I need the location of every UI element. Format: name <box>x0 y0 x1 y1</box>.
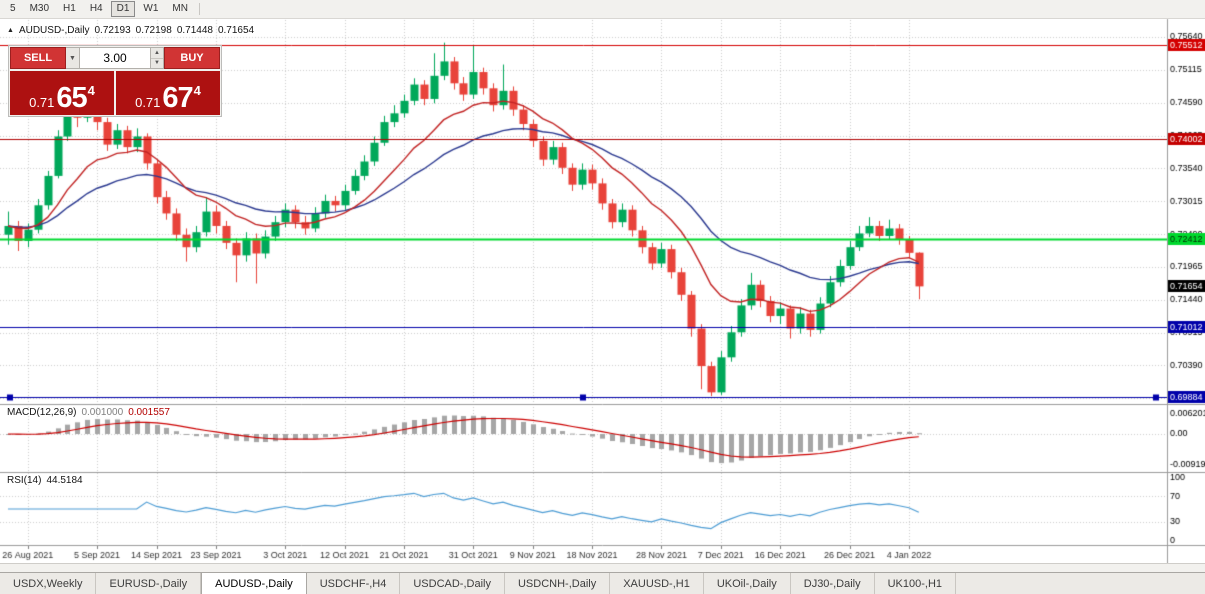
timeframe-h4-button[interactable]: H4 <box>84 1 109 17</box>
macd-indicator-label: MACD(12,26,9) 0.001000 0.001557 <box>7 407 170 418</box>
volume-input[interactable]: 3.00 <box>80 47 151 69</box>
chart-tab-bar: USDX,Weekly EURUSD-,Daily AUDUSD-,Daily … <box>0 572 1205 594</box>
rsi-name: RSI(14) <box>7 475 42 486</box>
macd-main-value: 0.001000 <box>81 407 124 418</box>
sell-button[interactable]: SELL <box>10 47 66 69</box>
tab-ukoil-daily[interactable]: UKOil-,Daily <box>704 573 791 594</box>
tab-xauusd-h1[interactable]: XAUUSD-,H1 <box>610 573 704 594</box>
rsi-indicator-label: RSI(14) 44.5184 <box>7 475 83 486</box>
sell-price-big: 65 <box>56 82 87 114</box>
buy-price-pip: 4 <box>193 83 201 98</box>
rsi-value: 44.5184 <box>46 475 83 486</box>
tab-usdcad-daily[interactable]: USDCAD-,Daily <box>400 573 505 594</box>
sell-price-pip: 4 <box>87 83 95 98</box>
timeframe-d1-button[interactable]: D1 <box>110 1 136 17</box>
volume-increase-icon[interactable]: ▲ <box>151 48 163 59</box>
tab-eurusd-daily[interactable]: EURUSD-,Daily <box>96 573 202 594</box>
chart-ohlc-header: ▲ AUDUSD-,Daily 0.72193 0.72198 0.71448 … <box>7 25 254 36</box>
macd-name: MACD(12,26,9) <box>7 407 77 418</box>
trade-controls-row: SELL ▼ 3.00 ▲ ▼ BUY <box>10 47 220 69</box>
ohlc-low-value: 0.71448 <box>176 25 213 36</box>
timeframe-mn-button[interactable]: MN <box>166 1 194 17</box>
buy-price-big: 67 <box>162 82 193 114</box>
tab-dj30-daily[interactable]: DJ30-,Daily <box>791 573 875 594</box>
ohlc-high-value: 0.72198 <box>135 25 172 36</box>
macd-signal-value: 0.001557 <box>128 407 170 418</box>
tab-audusd-daily[interactable]: AUDUSD-,Daily <box>201 573 307 594</box>
ohlc-close-value: 0.71654 <box>217 25 255 36</box>
timeframe-toolbar: 5 M30 H1 H4 D1 W1 MN <box>0 0 1205 19</box>
sell-price-prefix: 0.71 <box>29 95 55 110</box>
timeframe-w1-button[interactable]: W1 <box>137 1 164 17</box>
buy-button[interactable]: BUY <box>164 47 220 69</box>
symbol-marker-icon: ▲ <box>7 27 14 34</box>
timeframe-h1-button[interactable]: H1 <box>57 1 82 17</box>
symbol-timeframe-label: AUDUSD-,Daily <box>18 25 90 36</box>
tab-usdx-weekly[interactable]: USDX,Weekly <box>0 573 97 594</box>
one-click-trade-panel: SELL ▼ 3.00 ▲ ▼ BUY 0.71 65 4 0.71 67 4 <box>8 45 222 117</box>
tab-usdcnh-daily[interactable]: USDCNH-,Daily <box>505 573 611 594</box>
buy-price-display[interactable]: 0.71 67 4 <box>116 71 220 115</box>
sell-price-display[interactable]: 0.71 65 4 <box>10 71 114 115</box>
chart-scroll-strip[interactable] <box>0 563 1205 572</box>
volume-stepper: ▲ ▼ <box>151 47 164 69</box>
buy-price-prefix: 0.71 <box>135 95 161 110</box>
timeframe-m30-button[interactable]: M30 <box>24 1 55 17</box>
volume-decrease-icon[interactable]: ▼ <box>151 58 163 68</box>
ohlc-open-value: 0.72193 <box>94 25 131 36</box>
trade-prices-row: 0.71 65 4 0.71 67 4 <box>10 71 220 115</box>
tab-usdchf-h4[interactable]: USDCHF-,H4 <box>307 573 401 594</box>
tab-uk100-h1[interactable]: UK100-,H1 <box>875 573 957 594</box>
toolbar-separator <box>198 3 200 15</box>
volume-dropdown-icon[interactable]: ▼ <box>66 47 80 69</box>
timeframe-m5-button[interactable]: 5 <box>4 1 22 17</box>
